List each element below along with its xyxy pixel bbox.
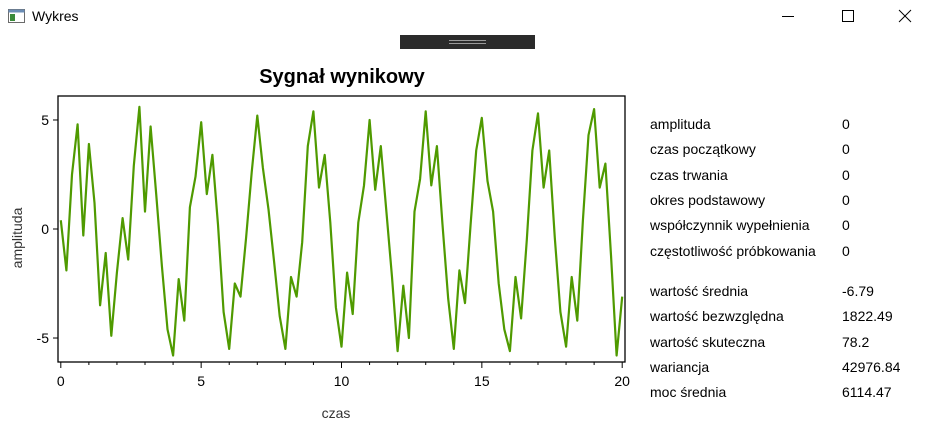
stat-row: moc średnia 6114.47 xyxy=(650,384,930,404)
stat-row: częstotliwość próbkowania 0 xyxy=(650,243,930,263)
maximize-button[interactable] xyxy=(826,0,872,33)
x-axis-label: czas xyxy=(322,405,351,421)
grip-lines-icon xyxy=(449,40,486,44)
close-button[interactable] xyxy=(882,0,928,33)
series-line xyxy=(59,105,624,357)
close-icon xyxy=(898,9,912,23)
stat-label: amplituda xyxy=(650,116,711,132)
stat-row: okres podstawowy 0 xyxy=(650,192,930,212)
stat-label: współczynnik wypełnienia xyxy=(650,217,810,234)
stat-label: wartość średnia xyxy=(650,283,749,299)
stat-label: czas początkowy xyxy=(650,141,756,158)
stat-row: wartość skuteczna 78.2 xyxy=(650,334,930,354)
stat-label: czas trwania xyxy=(650,166,728,183)
maximize-icon xyxy=(842,10,854,22)
minimize-button[interactable] xyxy=(766,0,812,33)
stat-row: amplituda 0 xyxy=(650,116,930,136)
series-lines xyxy=(59,105,624,357)
window-title: Wykres xyxy=(32,8,79,24)
x-tick-label: 0 xyxy=(57,373,65,389)
stat-value: 42976.84 xyxy=(842,358,901,375)
stat-value: 0 xyxy=(842,166,850,183)
toolbar-drag-handle[interactable] xyxy=(400,35,535,49)
stat-value: 1822.49 xyxy=(842,308,893,325)
stat-label: okres podstawowy xyxy=(650,191,766,208)
y-tick-label: 0 xyxy=(41,221,49,237)
stat-row: wariancja 42976.84 xyxy=(650,359,930,379)
signal-chart: Sygnał wynikowy -5 0 5 0 5 10 15 20 czas ampli… xyxy=(9,66,630,421)
stat-value: 0 xyxy=(842,116,850,132)
y-axis-label: amplituda xyxy=(9,207,25,268)
y-axis: -5 0 5 xyxy=(37,112,58,346)
stat-value: 0 xyxy=(842,141,850,158)
stat-value: 0 xyxy=(842,217,850,234)
stat-value: 0 xyxy=(842,242,850,259)
stat-label: wartość skuteczna xyxy=(650,333,766,350)
x-axis: 0 5 10 15 20 xyxy=(57,362,630,389)
stat-value: 6114.47 xyxy=(842,384,892,401)
app-window-icon xyxy=(8,9,25,23)
stat-label: częstotliwość próbkowania xyxy=(650,242,816,259)
chart-title: Sygnał wynikowy xyxy=(259,66,425,88)
minimize-icon xyxy=(782,16,794,17)
stat-row: czas początkowy 0 xyxy=(650,141,930,161)
stat-row: wartość bezwzględna 1822.49 xyxy=(650,308,930,328)
stat-value: 78.2 xyxy=(842,333,870,350)
stat-row: wartość średnia -6.79 xyxy=(650,283,930,303)
title-bar[interactable]: Wykres xyxy=(0,0,934,33)
stat-row: współczynnik wypełnienia 0 xyxy=(650,217,930,237)
y-tick-label: -5 xyxy=(37,330,50,346)
stat-value: 0 xyxy=(842,191,850,208)
stat-label: moc średnia xyxy=(650,384,727,401)
x-tick-label: 20 xyxy=(614,373,630,389)
y-tick-label: 5 xyxy=(41,112,49,128)
x-tick-label: 10 xyxy=(334,373,350,389)
stat-label: wariancja xyxy=(650,358,710,375)
stat-label: wartość bezwzględna xyxy=(650,308,784,325)
x-tick-label: 15 xyxy=(474,373,490,389)
stat-row: czas trwania 0 xyxy=(650,167,930,187)
stat-value: -6.79 xyxy=(842,283,874,299)
x-tick-label: 5 xyxy=(197,373,205,389)
